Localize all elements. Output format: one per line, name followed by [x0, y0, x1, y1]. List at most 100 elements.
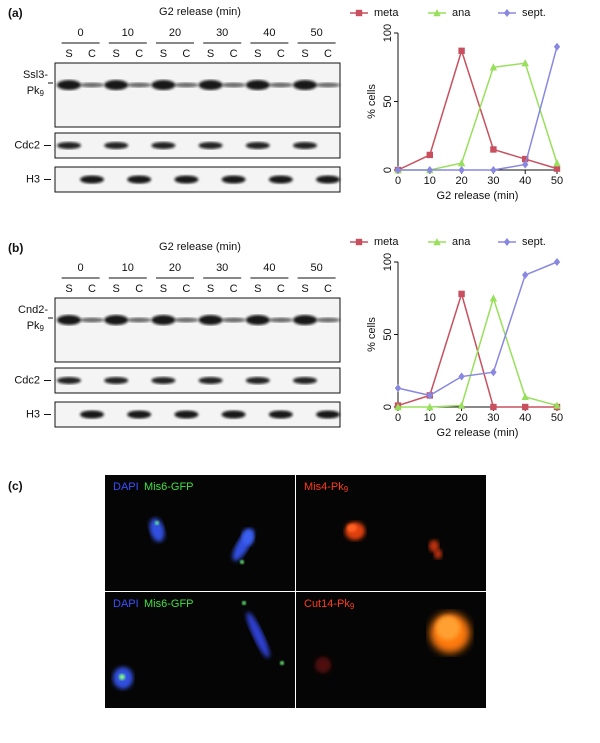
lane-label: C — [88, 283, 96, 295]
y-tick-label: 0 — [382, 404, 394, 410]
band — [293, 377, 317, 384]
band — [151, 80, 176, 90]
row-label-sub: 9 — [40, 324, 45, 333]
y-tick-label: 50 — [382, 95, 394, 107]
lane-label: C — [324, 283, 332, 295]
cell-signal — [149, 518, 165, 542]
row-label: Ssl3- — [23, 69, 48, 81]
y-axis-label: % cells — [366, 84, 378, 119]
lane-label: S — [65, 283, 72, 295]
band — [80, 410, 104, 419]
band — [80, 317, 104, 323]
marker — [394, 166, 402, 174]
marker — [426, 391, 433, 400]
row-label: H3 — [26, 173, 40, 185]
timepoint-label: 30 — [216, 27, 228, 39]
row-label-main: Pk — [27, 320, 40, 332]
stain-label-main: Cut14-Pk — [304, 598, 350, 610]
blot-strip — [54, 62, 341, 128]
lane-label: S — [207, 283, 214, 295]
band — [174, 175, 199, 184]
y-tick-label: 0 — [382, 167, 394, 173]
band — [57, 377, 81, 384]
legend-label: ana — [452, 236, 471, 248]
band — [57, 315, 81, 325]
timepoint-label: 30 — [216, 262, 228, 274]
band — [293, 80, 317, 90]
lane-label: C — [135, 283, 143, 295]
band — [174, 82, 199, 88]
cell-signal — [242, 529, 254, 545]
lane-label: C — [324, 48, 332, 60]
x-tick-label: 50 — [551, 412, 563, 424]
marker — [458, 290, 465, 298]
stain-label: Cut14-Pk9 — [304, 598, 355, 611]
band — [151, 142, 176, 149]
legend-marker — [433, 9, 441, 17]
cell-signal — [434, 549, 442, 559]
timepoint-label: 40 — [263, 262, 275, 274]
timepoint-label: 20 — [169, 27, 181, 39]
band — [104, 142, 129, 149]
band — [57, 142, 81, 149]
timepoint-label: 40 — [263, 27, 275, 39]
band — [221, 175, 246, 184]
cell-signal — [347, 524, 357, 532]
marker — [489, 63, 498, 71]
marker — [522, 403, 529, 411]
x-tick-label: 50 — [551, 175, 563, 187]
band — [198, 377, 223, 384]
marker — [521, 59, 529, 67]
legend-marker — [355, 9, 363, 17]
series-line — [398, 295, 558, 408]
marker — [553, 258, 561, 266]
lane-label: S — [65, 48, 72, 60]
band — [57, 80, 81, 90]
band — [316, 410, 340, 419]
lane-label: C — [135, 48, 143, 60]
lane-label: C — [230, 48, 238, 60]
lane-label: S — [207, 48, 214, 60]
band — [316, 317, 340, 323]
cell-signal — [240, 560, 244, 564]
band — [268, 410, 293, 419]
stain-label: DAPI — [113, 481, 139, 493]
marker — [394, 403, 402, 411]
blot-header: G2 release (min) — [159, 6, 241, 18]
row-label: Cnd2- — [18, 304, 48, 316]
lane-label: S — [301, 283, 308, 295]
y-axis-label: % cells — [366, 317, 378, 352]
timepoint-label: 50 — [310, 262, 322, 274]
marker — [426, 151, 433, 159]
band — [174, 317, 199, 323]
marker — [553, 42, 561, 51]
marker — [457, 401, 466, 409]
marker — [553, 401, 561, 409]
band — [293, 142, 317, 149]
x-tick-label: 30 — [487, 412, 499, 424]
band — [221, 82, 246, 88]
marker — [490, 166, 497, 174]
x-tick-label: 0 — [395, 175, 401, 187]
stain-label: DAPI — [113, 598, 139, 610]
row-label: H3 — [26, 408, 40, 420]
panel-label: (a) — [8, 6, 23, 20]
x-axis-label: G2 release (min) — [437, 190, 519, 202]
lane-label: C — [277, 283, 285, 295]
marker — [458, 166, 465, 174]
legend-marker — [355, 238, 363, 246]
stain-label-sub: 9 — [350, 602, 355, 611]
blot-header: G2 release (min) — [159, 241, 241, 253]
micrograph — [105, 475, 295, 591]
x-tick-label: 20 — [455, 175, 467, 187]
x-tick-label: 0 — [395, 412, 401, 424]
stain-label: Mis6-GFP — [144, 481, 194, 493]
series-line — [398, 46, 558, 171]
cell-signal — [242, 601, 246, 605]
band — [127, 317, 152, 323]
band — [174, 410, 199, 419]
cell-signal — [429, 540, 439, 552]
legend-label: meta — [374, 236, 399, 248]
